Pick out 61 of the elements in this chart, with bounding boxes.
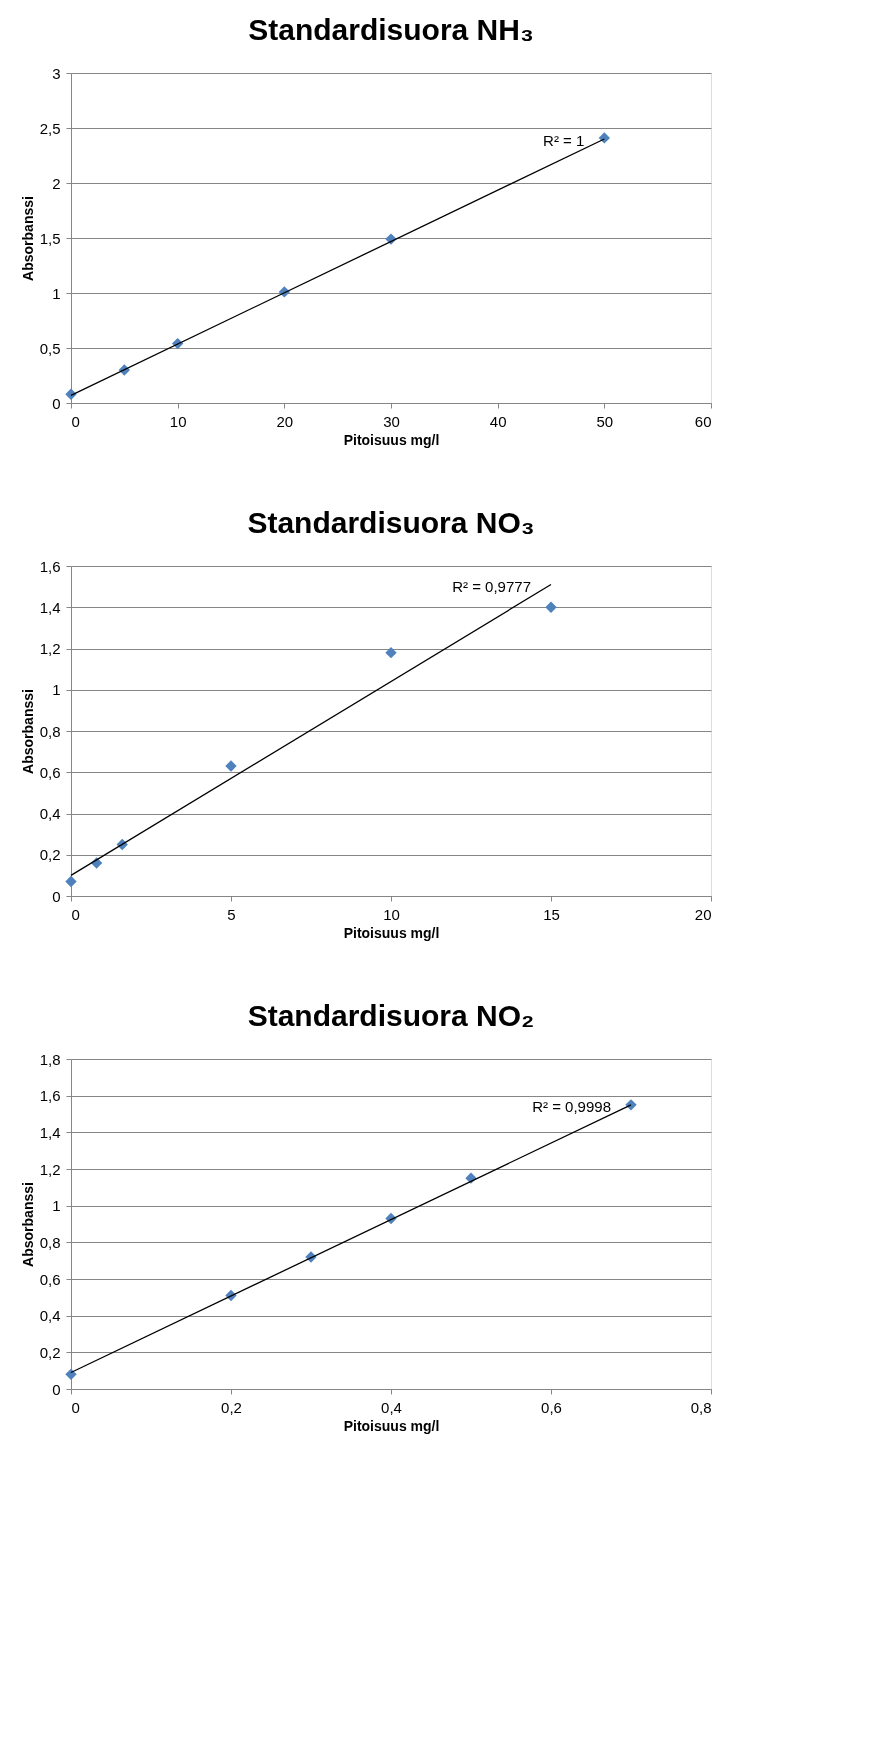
point <box>65 875 77 888</box>
point <box>385 646 397 659</box>
x-tick-label: 0 <box>71 905 80 923</box>
x-tick-label: 0,8 <box>690 1398 712 1416</box>
y-tick-label: 1,6 <box>39 1087 61 1105</box>
x-tick-label: 0 <box>71 1398 80 1416</box>
x-tick-label: 0,6 <box>541 1398 562 1416</box>
y-tick-label: 1,5 <box>39 229 61 247</box>
point <box>65 1368 77 1381</box>
y-tick-label: 0,5 <box>39 339 61 357</box>
x-tick-label: 0,4 <box>381 1398 402 1416</box>
chart-title: Standardisuora NO₂ <box>247 999 535 1032</box>
y-axis-title: Absorbanssi <box>19 1182 36 1267</box>
x-tick-label: 20 <box>694 905 712 923</box>
annotation: R² = 0,9777 <box>452 577 531 595</box>
y-tick-label: 0 <box>52 887 61 905</box>
y-axis-title: Absorbanssi <box>19 196 36 281</box>
x-tick-label: 10 <box>383 905 400 923</box>
y-tick-label: 0,4 <box>39 805 61 822</box>
y-tick-label: 1,4 <box>39 598 61 616</box>
x-tick-label: 0,2 <box>221 1398 242 1416</box>
y-tick-label: 1 <box>52 284 61 302</box>
y-tick-label: 1,8 <box>39 1050 61 1068</box>
y-tick-label: 1 <box>52 1197 61 1215</box>
chart-title: Standardisuora NO₃ <box>247 506 535 539</box>
x-tick-label: 30 <box>383 412 400 430</box>
y-tick-label: 0,6 <box>39 1270 61 1288</box>
y-tick-label: 0,2 <box>39 1343 61 1361</box>
x-tick-label: 5 <box>227 905 236 923</box>
chart-title: Standardisuora NH₃ <box>248 13 534 46</box>
y-tick-label: 1,6 <box>39 557 61 575</box>
y-tick-label: 0,6 <box>39 763 61 781</box>
point <box>545 601 557 613</box>
y-tick-label: 0,8 <box>39 722 61 740</box>
x-axis-title: Pitoisuus mg/l <box>343 924 440 941</box>
y-tick-label: 2,5 <box>39 119 61 137</box>
point <box>225 760 237 772</box>
y-tick-label: 0,4 <box>39 1307 61 1325</box>
x-tick-label: 50 <box>596 412 614 430</box>
y-tick-label: 0 <box>52 1380 61 1398</box>
y-tick-label: 1,2 <box>39 640 61 657</box>
y-tick-label: 3 <box>52 64 61 82</box>
y-tick-label: 0 <box>52 394 61 412</box>
x-tick-label: 0 <box>71 412 80 430</box>
y-axis-title: Absorbanssi <box>19 689 36 774</box>
x-axis-title: Pitoisuus mg/l <box>343 1417 440 1434</box>
x-tick-label: 10 <box>169 412 187 430</box>
y-tick-label: 2 <box>52 174 61 192</box>
point <box>598 132 611 144</box>
x-tick-label: 60 <box>694 412 712 430</box>
x-axis-title: Pitoisuus mg/l <box>343 431 440 448</box>
x-tick-label: 20 <box>276 412 294 430</box>
annotation: R² = 1 <box>543 132 585 149</box>
y-tick-label: 1,2 <box>39 1160 61 1178</box>
y-tick-label: 1,4 <box>39 1123 61 1141</box>
x-tick-label: 15 <box>543 905 560 923</box>
y-tick-label: 1 <box>52 681 61 699</box>
y-tick-label: 0,2 <box>39 846 61 864</box>
x-tick-label: 40 <box>489 412 507 430</box>
annotation: R² = 0,9998 <box>532 1097 611 1115</box>
y-tick-label: 0,8 <box>39 1233 61 1251</box>
